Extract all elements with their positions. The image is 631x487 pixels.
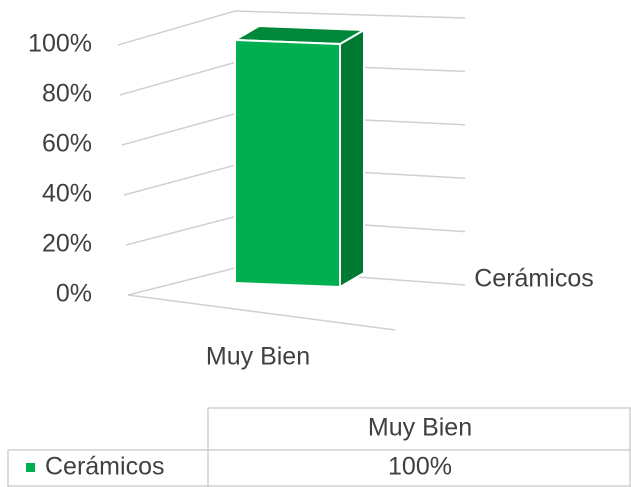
y-tick-label: 80% bbox=[42, 80, 92, 108]
depth-label: Cerámicos bbox=[474, 265, 593, 293]
y-tick-label: 40% bbox=[42, 180, 92, 208]
legend-swatch bbox=[26, 463, 35, 472]
bar-side bbox=[339, 28, 365, 289]
y-tick-label: 60% bbox=[42, 130, 92, 158]
y-tick-label: 20% bbox=[42, 230, 92, 258]
x-tick-label: Muy Bien bbox=[206, 343, 310, 371]
y-tick-label: 0% bbox=[56, 280, 92, 308]
y-tick-label: 100% bbox=[28, 30, 92, 58]
grid-line bbox=[117, 10, 466, 46]
bar-front bbox=[234, 38, 341, 289]
floor-edge bbox=[127, 294, 396, 331]
table-header: Muy Bien bbox=[368, 414, 472, 442]
table-value: 100% bbox=[388, 453, 452, 481]
legend-label: Cerámicos bbox=[45, 453, 164, 481]
bar bbox=[231, 24, 368, 289]
